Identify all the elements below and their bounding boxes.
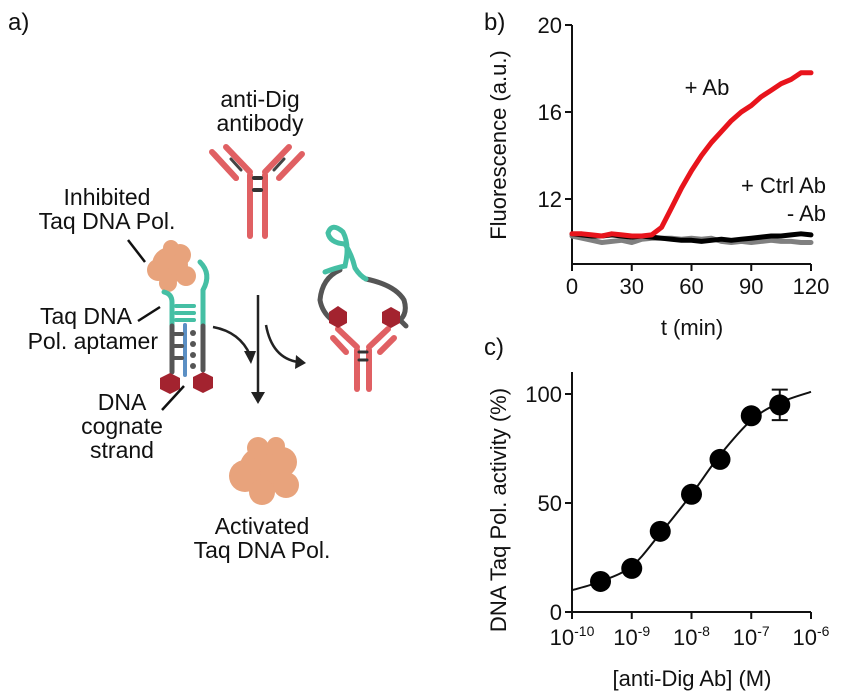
fluorescence-chart: Fluorescence (a.u.) t (min) 0 30 60 90 120 12… (486, 13, 829, 340)
y-tick-label: 16 (538, 100, 562, 125)
data-point (740, 405, 762, 427)
legend-label-ab: + Ab (685, 75, 730, 100)
panel-label-a: a) (8, 9, 29, 36)
cognate-label-line2: cognate (81, 413, 163, 439)
legend-label-no-ab: - Ab (787, 201, 826, 226)
bound-complex-icon (317, 224, 409, 392)
data-point (649, 520, 671, 542)
x-tick-label: 10-10 (550, 623, 595, 650)
data-point (590, 570, 612, 592)
data-point (621, 557, 643, 579)
data-point (709, 448, 731, 470)
y-tick-label: 12 (538, 187, 562, 212)
x-tick-label: 10-7 (733, 623, 770, 650)
activated-polymerase-icon (229, 437, 299, 505)
inhibited-label-line2: Taq DNA Pol. (39, 208, 176, 234)
x-tick-label: 30 (620, 274, 644, 299)
aptamer-complex-icon (161, 259, 210, 377)
y-tick-label: 100 (525, 382, 562, 407)
aptamer-label-line1: Taq DNA (40, 303, 133, 329)
hapten-icon (160, 373, 180, 394)
y-tick-label: 50 (538, 491, 562, 516)
leader-line (137, 305, 161, 323)
x-tick-label: 120 (793, 274, 830, 299)
x-axis-label: [anti-Dig Ab] (M) (613, 666, 772, 691)
antibody-label-line2: antibody (217, 110, 304, 136)
activity-chart: DNA Taq Pol. activity (%) [anti-Dig Ab] … (486, 372, 830, 691)
cognate-label-line3: strand (90, 437, 154, 463)
y-tick-label: 0 (550, 600, 562, 625)
hapten-icon (193, 372, 213, 393)
y-axis-label: DNA Taq Pol. activity (%) (486, 388, 511, 632)
legend-label-ctrl-ab: + Ctrl Ab (741, 173, 826, 198)
hapten-icon (329, 306, 347, 328)
leader-line (127, 239, 146, 263)
antibody-label-line1: anti-Dig (220, 86, 299, 112)
panel-label-c: c) (484, 334, 504, 361)
x-tick-label: 90 (739, 274, 763, 299)
series-line-ab (569, 70, 814, 239)
x-axis-label: t (min) (661, 315, 723, 340)
antibody-icon (209, 144, 305, 239)
aptamer-label-line2: Pol. aptamer (28, 328, 159, 354)
y-axis-label: Fluorescence (a.u.) (486, 50, 511, 240)
y-tick-label: 20 (538, 13, 562, 38)
equilibrium-arrows-icon (212, 295, 306, 404)
schematic-diagram: anti-Dig antibody Inhibited Taq DNA Pol. (28, 86, 409, 563)
x-tick-label: 0 (566, 274, 578, 299)
polymerase-icon (147, 240, 196, 292)
cognate-label-line1: DNA (98, 389, 147, 415)
x-tick-label: 60 (679, 274, 703, 299)
data-point (681, 483, 702, 505)
panel-label-b: b) (484, 9, 505, 36)
hapten-icon (382, 307, 400, 328)
x-tick-label: 10-6 (793, 623, 830, 650)
data-point (769, 394, 791, 416)
x-tick-label: 10-9 (613, 623, 650, 650)
activated-label-line2: Taq DNA Pol. (194, 537, 331, 563)
x-tick-label: 10-8 (673, 623, 710, 650)
leader-line (161, 385, 185, 411)
activated-label-line1: Activated (215, 513, 310, 539)
inhibited-label-line1: Inhibited (64, 184, 151, 210)
